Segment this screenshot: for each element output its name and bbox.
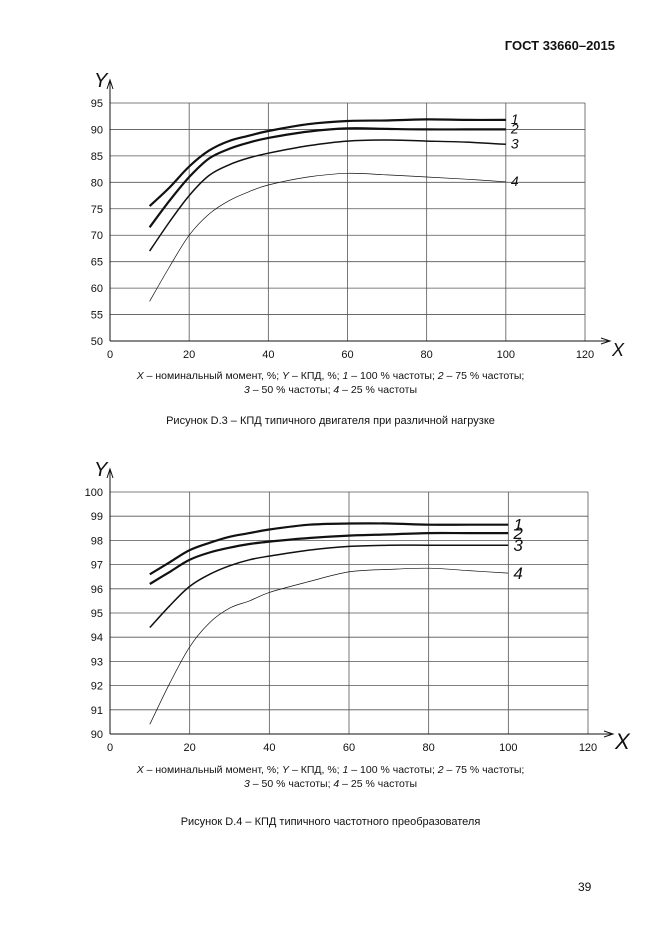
chart-legend-motor: X – номинальный момент, %; Y – КПД, %; 1…: [0, 369, 661, 397]
y-axis-arrow: [106, 467, 114, 479]
x-axis-arrow: [603, 730, 615, 738]
series-label-2: 2: [510, 120, 519, 136]
legend-text: 3: [243, 384, 250, 396]
x-tick-label: 100: [497, 349, 515, 361]
figure-caption-d4: Рисунок D.4 – КПД типичного частотного п…: [180, 816, 481, 828]
legend-text: Y: [282, 370, 290, 382]
legend-line: 3 – 50 % частоты; 4 – 25 % частоты: [0, 777, 661, 791]
series-line-1: [149, 522, 509, 576]
y-tick-label: 60: [91, 283, 103, 295]
y-tick-label: 94: [91, 632, 103, 644]
figure-caption-d3: Рисунок D.3 – КПД типичного двигателя пр…: [166, 415, 495, 427]
legend-text: X: [136, 764, 144, 776]
series-label-2: 2: [512, 524, 523, 543]
legend-text: – номинальный момент, %;: [143, 370, 283, 382]
series-line-3: [148, 139, 506, 252]
legend-text: 4: [333, 384, 340, 396]
chart-svg: Y X 90 91 92 93 94 95 96 97 98 99 100 0 20 40 60 80 100 120…: [85, 459, 631, 754]
legend-text: – 100 % частоты;: [348, 764, 438, 776]
series-label-1: 1: [513, 516, 522, 535]
y-tick-label: 90: [91, 729, 103, 741]
y-tick-label: 93: [91, 656, 103, 668]
series-line-2: [148, 127, 506, 228]
x-tick-label: 0: [107, 742, 113, 754]
x-tick-label: 60: [343, 742, 355, 754]
y-tick-label: 97: [91, 560, 103, 572]
x-tick-label: 120: [576, 349, 594, 361]
legend-text: – 50 % частоты;: [249, 778, 334, 790]
y-tick-label: 80: [91, 177, 103, 189]
legend-text: – 75 % частоты;: [443, 764, 525, 776]
legend-text: – 50 % частоты;: [249, 384, 334, 396]
chart-svg: Y X 50 55 60 65 70 75 80 85 90 95 0 20 40 60 80 100 120 123…: [91, 70, 625, 361]
y-tick-label: 99: [91, 511, 103, 523]
x-axis-arrow: [600, 337, 612, 345]
chart-legend-converter: X – номинальный момент, %; Y – КПД, %; 1…: [0, 763, 661, 791]
x-axis-letter: X: [614, 729, 631, 754]
legend-text: – 100 % частоты;: [348, 370, 438, 382]
series-label-3: 3: [511, 135, 519, 151]
y-axis-letter: Y: [94, 70, 109, 92]
y-tick-label: 95: [91, 608, 103, 620]
y-tick-label: 50: [91, 336, 103, 348]
y-tick-label: 96: [91, 584, 103, 596]
series-label-4: 4: [511, 173, 519, 189]
series-label-3: 3: [513, 536, 523, 555]
legend-text: 2: [437, 370, 444, 382]
legend-line: X – номинальный момент, %; Y – КПД, %; 1…: [0, 369, 661, 383]
series-line-3: [149, 544, 509, 629]
series-label-4: 4: [513, 564, 522, 583]
y-tick-label: 92: [91, 681, 103, 693]
legend-text: – 75 % частоты;: [443, 370, 525, 382]
page-number: 39: [578, 880, 592, 894]
x-tick-label: 100: [499, 742, 517, 754]
y-axis-letter: Y: [94, 459, 109, 481]
legend-text: X: [136, 370, 144, 382]
y-tick-label: 55: [91, 310, 103, 322]
x-tick-label: 80: [421, 349, 433, 361]
legend-line: 3 – 50 % частоты; 4 – 25 % частоты: [0, 383, 661, 397]
series-line-2: [149, 531, 509, 585]
y-axis-arrow: [106, 78, 114, 90]
legend-line: X – номинальный момент, %; Y – КПД, %; 1…: [0, 763, 661, 777]
legend-text: 1: [342, 370, 349, 382]
y-tick-label: 75: [91, 204, 103, 216]
document-header: ГОСТ 33660–2015: [504, 38, 615, 53]
efficiency-chart-converter: Y X 90 91 92 93 94 95 96 97 98 99 100 0 20 40 60 80 100 120…: [0, 455, 661, 765]
y-tick-label: 90: [91, 124, 103, 136]
y-tick-label: 98: [91, 535, 103, 547]
legend-text: 1: [342, 764, 349, 776]
y-tick-label: 70: [91, 230, 103, 242]
series-label-1: 1: [511, 111, 519, 127]
x-axis-letter: X: [611, 340, 625, 360]
legend-text: – КПД, %;: [289, 764, 343, 776]
legend-text: Y: [282, 764, 290, 776]
x-tick-label: 40: [262, 349, 274, 361]
y-tick-label: 65: [91, 257, 103, 269]
x-tick-label: 120: [579, 742, 597, 754]
x-tick-label: 80: [423, 742, 435, 754]
y-tick-label: 91: [91, 705, 103, 717]
y-tick-label: 95: [91, 98, 103, 110]
x-tick-label: 0: [107, 349, 113, 361]
legend-text: – номинальный момент, %;: [143, 764, 283, 776]
legend-text: – 25 % частоты: [339, 778, 417, 790]
y-tick-label: 85: [91, 151, 103, 163]
legend-text: 2: [437, 764, 444, 776]
y-tick-label: 100: [85, 487, 103, 499]
x-tick-label: 20: [183, 349, 195, 361]
x-tick-label: 20: [184, 742, 196, 754]
legend-text: – КПД, %;: [289, 370, 343, 382]
series-line-4: [149, 567, 509, 725]
series-line-4: [149, 172, 506, 302]
legend-text: 3: [243, 778, 250, 790]
legend-text: – 25 % частоты: [339, 384, 417, 396]
x-tick-label: 60: [341, 349, 353, 361]
efficiency-chart-motor: Y X 50 55 60 65 70 75 80 85 90 95 0 20 40 60 80 100 120 1 2 3…: [0, 60, 661, 370]
legend-text: 4: [333, 778, 340, 790]
x-tick-label: 40: [263, 742, 275, 754]
series-line-1: [148, 118, 506, 207]
